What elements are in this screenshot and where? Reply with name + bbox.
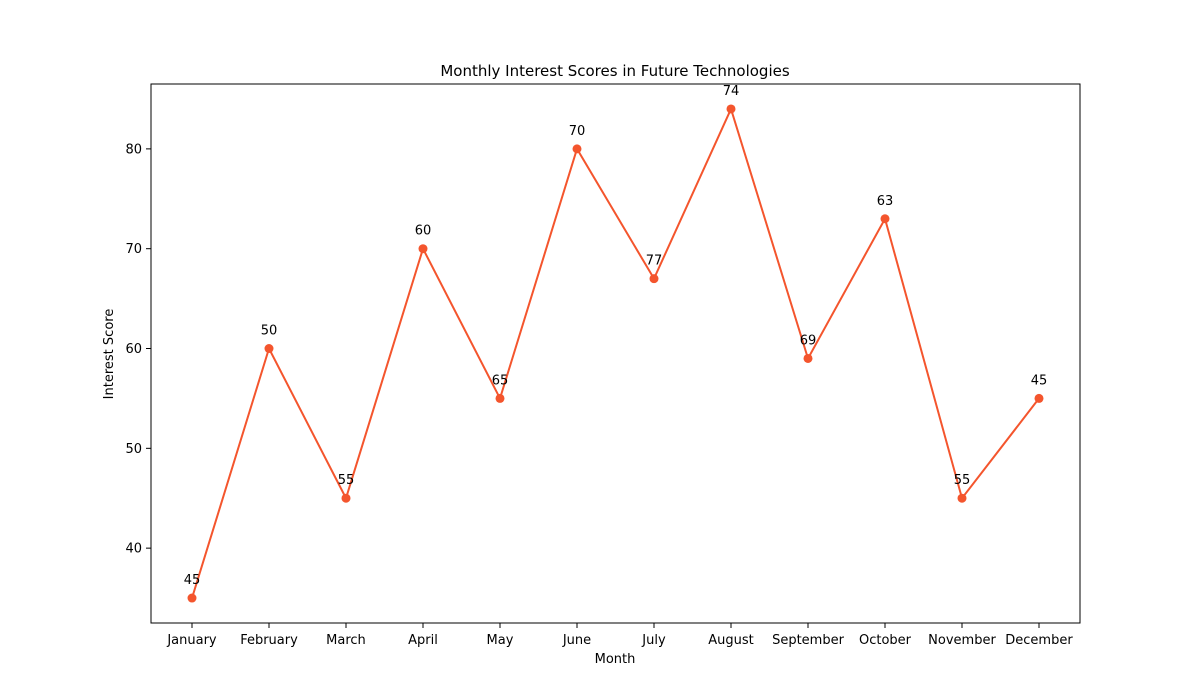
data-labels: 45 50 55 60 65 70 77 74 69 63 55 45 (184, 84, 1048, 588)
data-label: 55 (338, 473, 355, 488)
data-label: 50 (261, 324, 278, 339)
data-label: 74 (723, 84, 740, 99)
x-tick-label: December (1005, 633, 1073, 648)
data-point (572, 144, 582, 154)
x-tick-label: September (772, 633, 845, 648)
chart-title: Monthly Interest Scores in Future Techno… (440, 62, 790, 80)
x-tick-label: November (928, 633, 996, 648)
data-points (187, 104, 1044, 603)
plot-frame (150, 83, 1081, 624)
data-point (880, 214, 890, 224)
data-label: 55 (954, 473, 971, 488)
data-point (418, 244, 428, 254)
y-tick-label: 70 (125, 242, 142, 257)
data-label: 45 (184, 573, 201, 588)
x-tick-label: August (708, 633, 754, 648)
data-point (264, 344, 274, 354)
x-axis: January February March April May June July Augu… (166, 623, 1073, 648)
data-point (187, 593, 197, 603)
y-axis-label: Interest Score (102, 309, 117, 400)
data-point (341, 493, 351, 503)
series-line (191, 106, 1040, 599)
data-point (957, 493, 967, 503)
x-tick-label: April (408, 633, 438, 648)
data-label: 45 (1031, 373, 1048, 388)
x-tick-label: May (487, 633, 514, 648)
data-point (1034, 393, 1044, 403)
data-label: 65 (492, 373, 509, 388)
data-point (495, 393, 505, 403)
x-axis-label: Month (595, 652, 636, 667)
y-tick-label: 50 (125, 442, 142, 457)
data-label: 60 (415, 224, 432, 239)
data-point (803, 353, 813, 363)
x-tick-label: March (326, 633, 366, 648)
data-point (726, 104, 736, 114)
y-tick-label: 80 (125, 142, 142, 157)
data-label: 70 (569, 124, 586, 139)
y-axis: 40 50 60 70 80 (125, 142, 151, 557)
x-tick-label: June (562, 633, 591, 648)
x-tick-label: February (240, 633, 298, 648)
y-tick-label: 60 (125, 342, 142, 357)
y-tick-label: 40 (125, 542, 142, 557)
data-point (649, 274, 659, 284)
data-label: 63 (877, 194, 894, 209)
x-tick-label: January (166, 633, 217, 648)
data-label: 69 (800, 333, 817, 348)
x-tick-label: October (859, 633, 912, 648)
x-tick-label: July (641, 633, 666, 648)
data-label: 77 (646, 254, 663, 269)
